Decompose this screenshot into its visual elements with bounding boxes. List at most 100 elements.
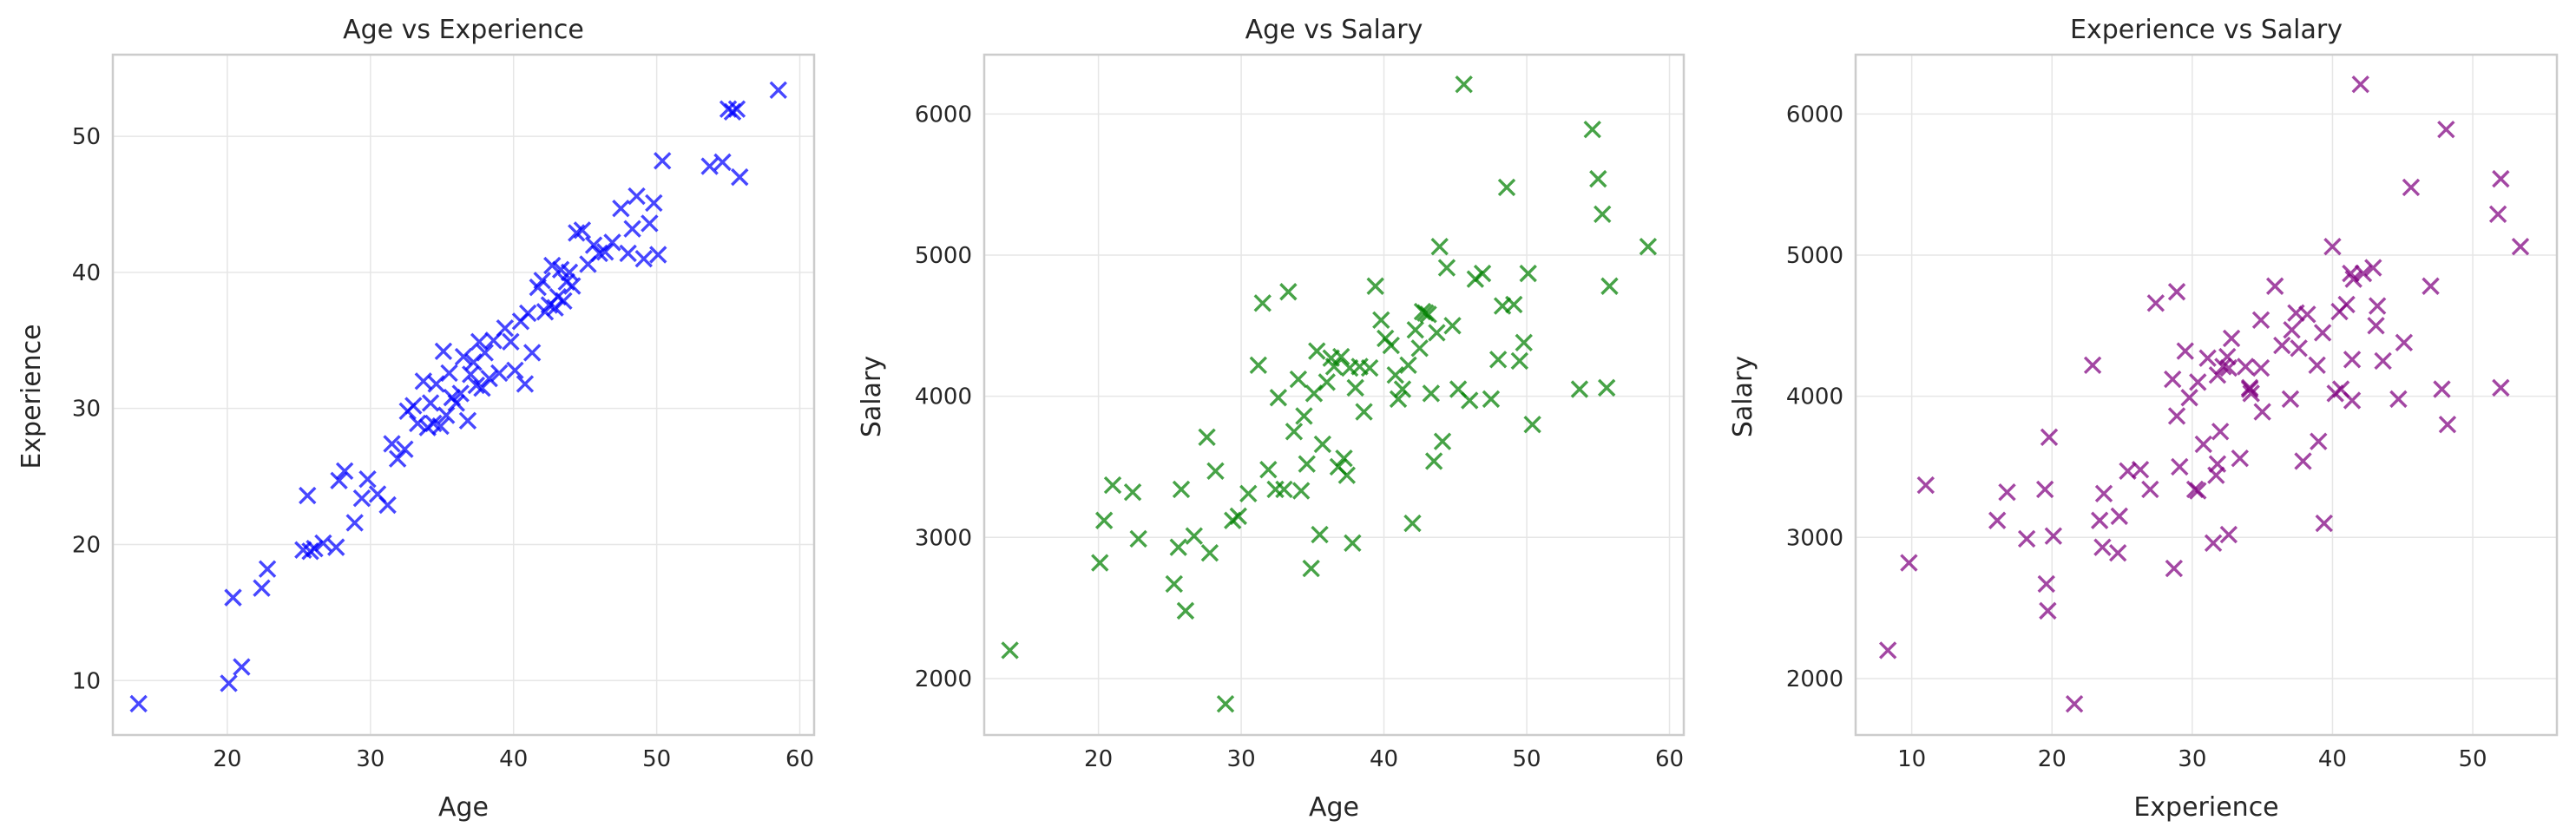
panel-2-point [1198,428,1216,446]
panel-3-ytick-label: 4000 [1786,384,1843,410]
panel-3-point [2343,391,2362,410]
panel-2-point [1289,370,1308,389]
panel-3-point [2323,238,2342,256]
panel-3-point [1878,641,1897,660]
panel-3-point [2367,317,2385,335]
panel-2-point [1519,264,1537,283]
panel-3-point [2290,339,2308,358]
panel-1-point [440,364,458,383]
panel-3-point [2422,277,2440,295]
panel-1-point [378,495,397,515]
panel-3-point [2198,349,2217,367]
panel-1-point [358,470,377,489]
panel-2-point [1094,511,1114,529]
panel-2-point [1523,415,1541,434]
panel-1-point [352,489,371,508]
panel-1-point [649,246,667,264]
panel-3-point [1988,511,2007,529]
panel-2-point [1570,380,1589,398]
panel-3-point [2017,529,2036,548]
panel-1-point [713,153,732,172]
panel-2-point [1337,466,1357,484]
panel-2-point [1285,423,1304,441]
panel-3-point [1900,554,1918,572]
panel-3-frame [1854,53,2559,737]
panel-1-point [480,369,498,388]
panel-1-point [476,344,494,362]
panel-1-point [431,417,450,436]
panel-3-point [2389,390,2408,409]
panel-1-point [555,292,573,311]
panel-1-point [516,375,535,393]
panel-1-point [314,534,332,553]
panel-1-point [619,244,637,263]
panel-2-point [1169,538,1187,556]
panel-2-point [1386,366,1404,384]
panel-2-point [1505,295,1523,314]
panel-3-point [2207,466,2225,484]
panel-3-point [2189,373,2207,391]
panel-1-point [573,221,592,240]
panel-2-point [1001,641,1019,660]
panel-2-point [1583,121,1601,139]
panel-3-point [2040,428,2059,446]
panel-3-ylabel: Salary [1728,356,1758,437]
panel-2-point [1206,462,1225,481]
panel-1-point [345,514,364,532]
panel-1-point [404,397,423,415]
panel-2-xlabel: Age [1309,792,1359,823]
panel-3-point [2167,283,2186,301]
panel-2-point [1253,294,1272,312]
panel-1-point [543,256,562,275]
panel-1-point [634,249,653,268]
panel-2-point [1428,324,1446,342]
panel-1-point [388,450,407,468]
panel-1-point [700,157,719,175]
panel-3-point [2308,356,2326,375]
panel-1-point [454,347,473,366]
panel-3-point [2492,378,2510,397]
panel-1-point [129,694,148,713]
panel-2-point [1172,480,1191,499]
panel-3-point [2492,169,2510,188]
panel-3-xtick-label: 20 [2038,746,2067,772]
panel-2-xtick-label: 60 [1655,746,1684,772]
panel-3-ytick-label: 2000 [1786,666,1843,692]
panel-2-xtick-label: 30 [1227,746,1256,772]
panel-2-point [1269,389,1288,407]
panel-3-point [2065,695,2084,713]
panel-2-point [1249,356,1268,375]
panel-2-point [1437,259,1456,277]
panel-1-frame [111,53,816,737]
panel-2-point [1389,390,1408,409]
panel-2-point [1279,283,1298,301]
panel-3-point [2164,370,2182,389]
panel-3-xtick-label: 50 [2458,746,2487,772]
panel-1-point [623,220,641,238]
panel-3-point [2242,384,2260,403]
panel-2-point [1515,333,1533,352]
panel-1-point [533,272,551,290]
panel-1-point [612,199,630,218]
panel-1-point [458,411,477,430]
panel-2-point [1403,514,1422,533]
panel-3-point [2343,351,2362,369]
panel-2-point [1360,358,1379,377]
panel-1-point [490,364,509,383]
panel-1-xlabel: Age [438,792,489,823]
panel-1-point [769,81,787,99]
panel-1-point [470,332,489,351]
panel-1-point [437,406,456,424]
panel-1-point [396,440,414,458]
panel-2-point [1335,449,1353,468]
panel-2-point [1291,482,1311,500]
panel-1-point [383,435,401,453]
panel-2-point [1313,435,1332,454]
panel-3-point [2351,75,2369,94]
panel-1-point [603,233,621,252]
panel-1-point [506,361,524,379]
panel-1-point [447,394,465,412]
panel-1-point [299,486,317,505]
panel-1-point [496,318,515,338]
panel-2-point [1275,480,1293,499]
